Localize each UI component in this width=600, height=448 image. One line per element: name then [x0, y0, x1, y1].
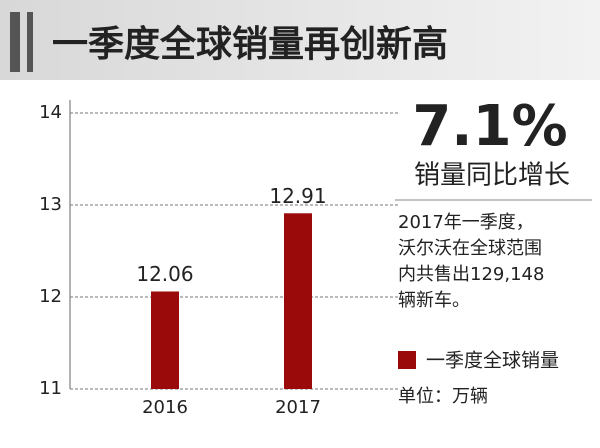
x-tick-label: 2016	[142, 397, 188, 418]
unit-note: 单位：万辆	[398, 386, 488, 407]
legend-label: 一季度全球销量	[426, 350, 559, 372]
note-line: 内共售出129,148	[398, 264, 544, 285]
y-tick-label: 13	[39, 194, 62, 215]
note-line: 辆新车。	[398, 290, 470, 311]
chart-title: 一季度全球销量再创新高	[52, 23, 448, 65]
note-line: 2017年一季度，	[398, 212, 534, 233]
legend-swatch	[398, 351, 416, 369]
headline: 7.1%	[412, 94, 567, 159]
bar	[284, 213, 312, 389]
value-label: 12.91	[269, 184, 326, 208]
header-background	[0, 0, 600, 80]
bar	[151, 291, 179, 389]
note-line: 沃尔沃在全球范围	[398, 238, 542, 259]
value-label: 12.06	[136, 262, 193, 286]
header-bar	[27, 12, 33, 72]
y-tick-label: 11	[39, 378, 62, 399]
headline-caption: 销量同比增长	[414, 161, 570, 191]
x-tick-label: 2017	[275, 397, 321, 418]
y-tick-label: 14	[39, 102, 62, 123]
header-bar	[10, 12, 20, 72]
y-tick-label: 12	[39, 286, 62, 307]
